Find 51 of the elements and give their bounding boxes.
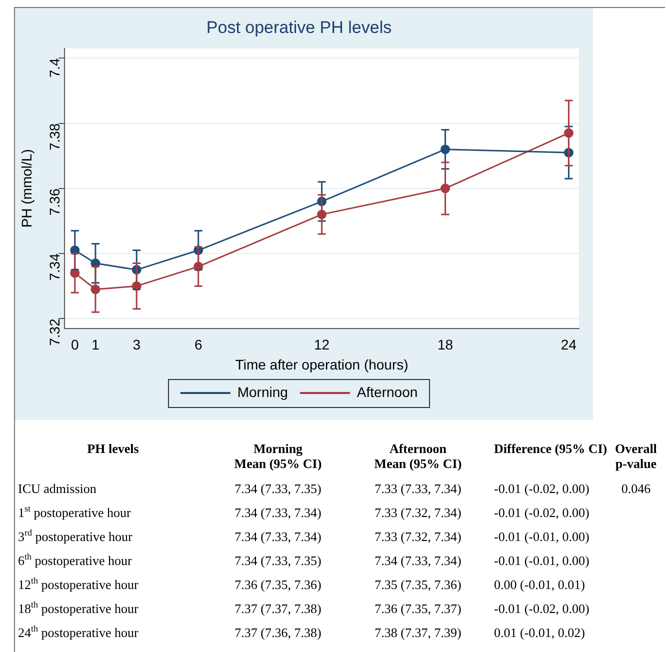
x-tick-label: 1	[92, 336, 100, 353]
text: 0.01 (-0.01, 0.02)	[493, 624, 586, 642]
text: 7.36 (7.35, 7.37)	[374, 600, 462, 618]
text: 7.34 (7.33, 7.35)	[234, 552, 322, 570]
text: 24$^{th}$ postoperative hour	[18, 622, 140, 642]
text: 7.33 (7.32, 7.34)	[374, 528, 462, 546]
x-axis-title: Time after operation (hours)	[235, 356, 408, 372]
text: ICU admission	[18, 480, 98, 498]
x-tick-label: 6	[194, 336, 202, 353]
legend-label: Morning	[237, 384, 288, 400]
text: 6$^{th}$ postoperative hour	[18, 550, 133, 570]
text: Overall p-value	[614, 440, 658, 473]
text: -0.01 (-0.02, 0.00)	[493, 504, 590, 522]
text: Morning Mean (95% CI)	[233, 440, 323, 473]
text: -0.01 (-0.02, 0.00)	[493, 600, 590, 618]
chart-title: Post operative PH levels	[206, 18, 392, 37]
x-tick-label: 0	[70, 336, 79, 353]
text: 3$^{rd}$ postoperative hour	[18, 526, 134, 546]
text: 18$^{th}$ postoperative hour	[18, 598, 140, 618]
text: 7.34 (7.33, 7.34)	[234, 528, 322, 546]
text: 0.046	[620, 480, 652, 498]
x-tick-label: 24	[560, 336, 577, 353]
y-tick-label: 7.32	[46, 318, 62, 346]
text: 7.37 (7.36, 7.38)	[234, 624, 322, 642]
x-tick-label: 12	[314, 336, 330, 353]
x-tick-label: 3	[132, 336, 141, 353]
text: 7.34 (7.33, 7.35)	[234, 480, 322, 498]
text: 7.36 (7.35, 7.36)	[234, 576, 322, 594]
x-tick-label: 18	[437, 336, 454, 353]
text: 7.33 (7.32, 7.34)	[374, 504, 462, 522]
text: -0.01 (-0.02, 0.00)	[493, 480, 590, 498]
legend-label: Afternoon	[356, 384, 418, 400]
text: 7.37 (7.37, 7.38)	[234, 600, 322, 618]
y-tick-label: 7.4	[46, 58, 62, 78]
text: 7.34 (7.33, 7.34)	[234, 504, 322, 522]
text: 12$^{th}$ postoperative hour	[18, 574, 140, 594]
y-tick-label: 7.38	[46, 123, 62, 151]
text: -0.01 (-0.01, 0.00)	[493, 528, 590, 546]
text: 7.34 (7.33, 7.34)	[374, 552, 462, 570]
text: PH levels	[86, 440, 140, 458]
text: -0.01 (-0.01, 0.00)	[493, 552, 590, 570]
text: Afternoon Mean (95% CI)	[373, 440, 463, 473]
y-axis-title: PH (mmol/L)	[18, 149, 34, 228]
text: 1$^{st}$ postoperative hour	[18, 502, 132, 522]
text: 7.33 (7.33, 7.34)	[374, 480, 462, 498]
text: Difference (95% CI)	[493, 440, 608, 458]
text: 0.00 (-0.01, 0.01)	[493, 576, 586, 594]
text: 7.35 (7.35, 7.36)	[374, 576, 462, 594]
y-tick-label: 7.36	[46, 188, 62, 216]
text: 7.38 (7.37, 7.39)	[374, 624, 462, 642]
y-tick-label: 7.34	[46, 253, 62, 281]
